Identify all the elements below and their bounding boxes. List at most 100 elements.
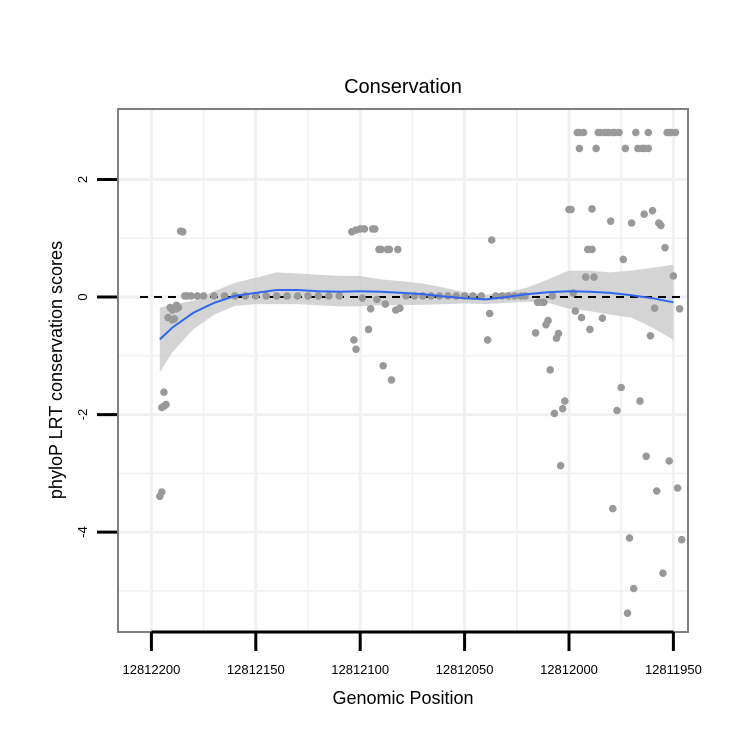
data-point: [615, 128, 623, 137]
data-point: [487, 236, 496, 244]
data-point: [665, 457, 673, 465]
data-point: [648, 206, 657, 215]
x-axis-label: Genomic Position: [332, 688, 473, 708]
data-point: [531, 329, 540, 337]
data-point: [381, 300, 390, 308]
data-point: [352, 345, 360, 354]
data-point: [304, 292, 312, 300]
data-point: [577, 313, 586, 322]
data-point: [629, 584, 638, 593]
data-point: [586, 325, 594, 334]
data-point: [659, 569, 667, 577]
data-point: [642, 452, 650, 461]
y-axis: -4 -2 0 2: [75, 176, 117, 538]
data-point: [158, 488, 166, 496]
data-point: [671, 128, 680, 137]
data-point: [187, 292, 195, 300]
data-point: [350, 336, 358, 344]
data-point: [364, 325, 373, 334]
data-point: [379, 362, 388, 370]
data-point: [485, 309, 494, 318]
data-point: [650, 304, 659, 313]
data-point: [619, 255, 628, 264]
data-point: [613, 406, 621, 415]
data-point: [548, 292, 557, 300]
data-point: [193, 292, 202, 300]
data-point: [272, 292, 281, 300]
data-point: [210, 292, 218, 300]
data-point: [632, 128, 640, 137]
data-point: [644, 128, 653, 137]
data-point: [293, 292, 302, 300]
data-point: [314, 292, 323, 300]
data-point: [160, 388, 168, 397]
data-point: [483, 336, 492, 344]
data-point: [673, 484, 682, 492]
data-point: [590, 273, 598, 281]
data-point: [396, 304, 404, 313]
y-tick-label: 2: [75, 176, 90, 183]
data-point: [550, 409, 559, 418]
x-tick-label: 12812150: [227, 662, 285, 677]
y-tick-label: 0: [75, 293, 90, 300]
data-point: [567, 205, 575, 214]
data-point: [571, 307, 580, 315]
data-point: [170, 315, 179, 323]
data-point: [544, 316, 552, 325]
data-point: [360, 225, 369, 233]
x-tick-label: 12812100: [331, 662, 389, 677]
data-point: [477, 292, 486, 300]
data-point: [540, 298, 548, 307]
data-point: [579, 128, 588, 137]
y-axis-label: phyloP LRT conservation scores: [46, 241, 66, 499]
data-point: [623, 609, 632, 617]
y-tick-label: -2: [75, 409, 90, 421]
data-point: [569, 289, 577, 297]
data-point: [325, 292, 333, 300]
data-point: [366, 305, 375, 313]
data-point: [588, 205, 596, 213]
data-point: [394, 245, 402, 254]
data-point: [675, 305, 684, 313]
chart-title: Conservation: [344, 76, 462, 98]
data-point: [162, 400, 170, 409]
x-tick-label: 12812050: [436, 662, 494, 677]
data-point: [262, 292, 271, 300]
data-point: [385, 245, 394, 254]
data-point: [178, 228, 187, 236]
data-point: [606, 217, 615, 225]
x-tick-label: 12811950: [645, 662, 702, 677]
x-tick-label: 12812000: [540, 662, 598, 677]
x-axis: 12812200 12812150 12812100 12812050 12812000…: [122, 630, 702, 677]
plot-area: [118, 109, 688, 632]
data-point: [669, 272, 678, 280]
data-point: [387, 376, 396, 384]
data-point: [592, 144, 600, 153]
data-point: [377, 245, 385, 254]
data-point: [371, 225, 379, 233]
data-point: [581, 273, 590, 281]
data-point: [556, 461, 565, 470]
data-point: [283, 292, 291, 300]
data-point: [677, 535, 686, 544]
data-point: [621, 144, 630, 153]
data-point: [588, 245, 596, 254]
data-point: [644, 144, 653, 153]
data-point: [558, 404, 567, 413]
grid-lines: [118, 109, 688, 632]
data-point: [174, 303, 183, 312]
data-point: [609, 504, 617, 513]
data-point: [561, 397, 569, 405]
data-point: [575, 144, 584, 153]
data-point: [627, 219, 636, 227]
data-point: [640, 210, 648, 218]
data-point: [652, 487, 661, 495]
loess-smooth-line: [159, 289, 674, 341]
data-point: [636, 397, 644, 405]
data-point: [335, 292, 344, 300]
data-point: [657, 221, 665, 230]
data-point: [646, 332, 655, 340]
y-tick-label: -4: [75, 526, 90, 538]
data-point: [625, 534, 634, 542]
